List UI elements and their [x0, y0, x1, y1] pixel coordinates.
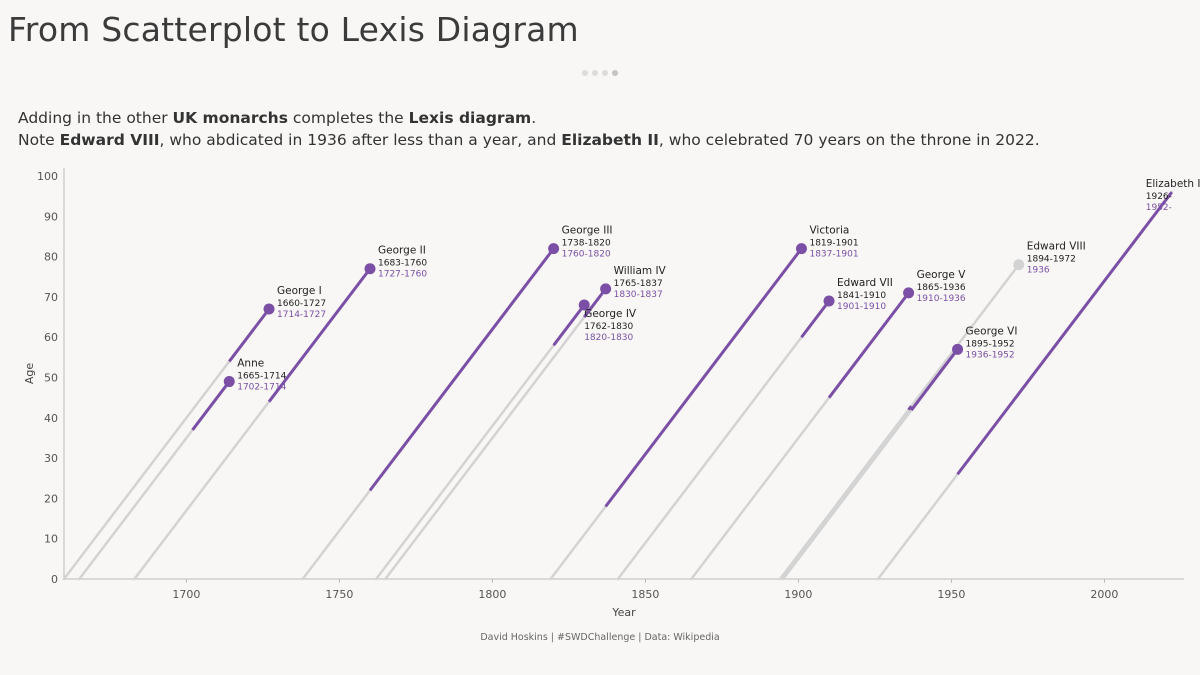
pager-dot[interactable] [592, 70, 598, 76]
x-tick-label: 1950 [937, 588, 965, 601]
monarch-name-label: Edward VII [837, 277, 893, 289]
reign-line [552, 304, 586, 347]
y-tick-label: 40 [44, 412, 58, 425]
death-marker [263, 303, 275, 315]
y-tick-label: 60 [44, 331, 58, 344]
monarch-name-label: George VI [966, 325, 1018, 337]
monarch-name-label: George I [277, 285, 322, 297]
reign-line [907, 405, 913, 411]
x-tick-label: 1900 [784, 588, 812, 601]
y-tick-label: 80 [44, 251, 58, 264]
lifespan-label: 1660-1727 [277, 299, 326, 309]
reign-line [800, 300, 831, 339]
lifeline [374, 303, 586, 581]
subtitle-line-1: Adding in the other UK monarchs complete… [18, 109, 537, 127]
x-axis-title: Year [611, 606, 636, 619]
lifespan-label: 1665-1714 [237, 372, 286, 382]
x-tick-label: 1850 [631, 588, 659, 601]
reign-label: 1936-1952 [966, 350, 1015, 360]
death-marker [903, 287, 915, 299]
monarch-name-label: George V [917, 269, 967, 281]
reign-line [827, 292, 910, 399]
reign-label: 1952- [1146, 203, 1172, 213]
subtitle-line-2: Note Edward VIII, who abdicated in 1936 … [18, 131, 1040, 149]
lifespan-label: 1895-1952 [966, 339, 1015, 349]
x-tick-label: 2000 [1090, 588, 1118, 601]
footer-credit: David Hoskins | #SWDChallenge | Data: Wi… [480, 632, 720, 643]
reign-line [956, 191, 1173, 476]
death-marker [578, 299, 590, 311]
lifespan-label: 1738-1820 [562, 239, 611, 249]
reign-label: 1837-1901 [809, 250, 858, 260]
lifespan-label: 1765-1837 [614, 279, 663, 289]
lifeline [616, 299, 831, 581]
lifeline [778, 263, 1021, 581]
y-tick-label: 100 [37, 170, 58, 183]
y-tick-label: 20 [44, 492, 58, 505]
monarch-name-label: George II [378, 245, 426, 257]
x-tick-label: 1750 [325, 588, 353, 601]
pager-dot[interactable] [582, 70, 588, 76]
monarch-name-label: Edward VIII [1027, 241, 1086, 253]
monarch-name-label: Elizabeth II [1146, 178, 1200, 190]
death-marker [1013, 259, 1025, 271]
reign-label: 1936 [1027, 266, 1050, 276]
death-marker [548, 243, 560, 255]
y-tick-label: 90 [44, 210, 58, 223]
death-marker [952, 343, 964, 355]
pager-dot[interactable] [602, 70, 608, 76]
x-tick-label: 1800 [478, 588, 506, 601]
lifeline [384, 287, 607, 581]
monarch-name-label: George IV [584, 308, 637, 320]
reign-label: 1910-1936 [917, 294, 966, 304]
death-marker [600, 283, 612, 295]
y-tick-label: 50 [44, 372, 58, 385]
lifespan-label: 1865-1936 [917, 283, 966, 293]
lifespan-label: 1841-1910 [837, 291, 886, 301]
lifespan-label: 1926- [1146, 192, 1172, 202]
reign-line [910, 348, 959, 412]
reign-line [191, 380, 231, 431]
reign-line [267, 267, 372, 403]
lifespan-label: 1894-1972 [1027, 255, 1076, 265]
monarch-name-label: Anne [237, 358, 264, 370]
reign-line [228, 308, 271, 363]
reign-label: 1820-1830 [584, 333, 633, 343]
pager-dots[interactable] [582, 70, 618, 76]
x-tick-label: 1700 [172, 588, 200, 601]
monarch-name-label: Victoria [809, 225, 849, 237]
reign-line [604, 247, 803, 508]
y-tick-label: 30 [44, 452, 58, 465]
reign-line [583, 287, 607, 318]
reign-label: 1830-1837 [614, 290, 663, 300]
chart-subtitle: Adding in the other UK monarchs complete… [18, 107, 1040, 151]
reign-label: 1702-1714 [237, 383, 286, 393]
monarch-name-label: George III [562, 225, 613, 237]
lifespan-label: 1819-1901 [809, 239, 858, 249]
monarch-name-label: William IV [614, 265, 667, 277]
reign-label: 1901-1910 [837, 302, 886, 312]
y-tick-label: 70 [44, 291, 58, 304]
lifespan-label: 1762-1830 [584, 322, 633, 332]
death-marker [823, 295, 835, 307]
death-marker [364, 263, 376, 275]
death-marker [795, 243, 807, 255]
page-title: From Scatterplot to Lexis Diagram [8, 10, 579, 49]
y-tick-label: 10 [44, 533, 58, 546]
pager-dot-active[interactable] [612, 70, 618, 76]
reign-label: 1760-1820 [562, 250, 611, 260]
lifespan-label: 1683-1760 [378, 259, 427, 269]
reign-label: 1727-1760 [378, 270, 427, 280]
y-axis-title: Age [23, 363, 36, 385]
y-tick-label: 0 [51, 573, 58, 586]
death-marker [223, 376, 235, 388]
reign-line [368, 247, 555, 492]
reign-label: 1714-1727 [277, 310, 326, 320]
